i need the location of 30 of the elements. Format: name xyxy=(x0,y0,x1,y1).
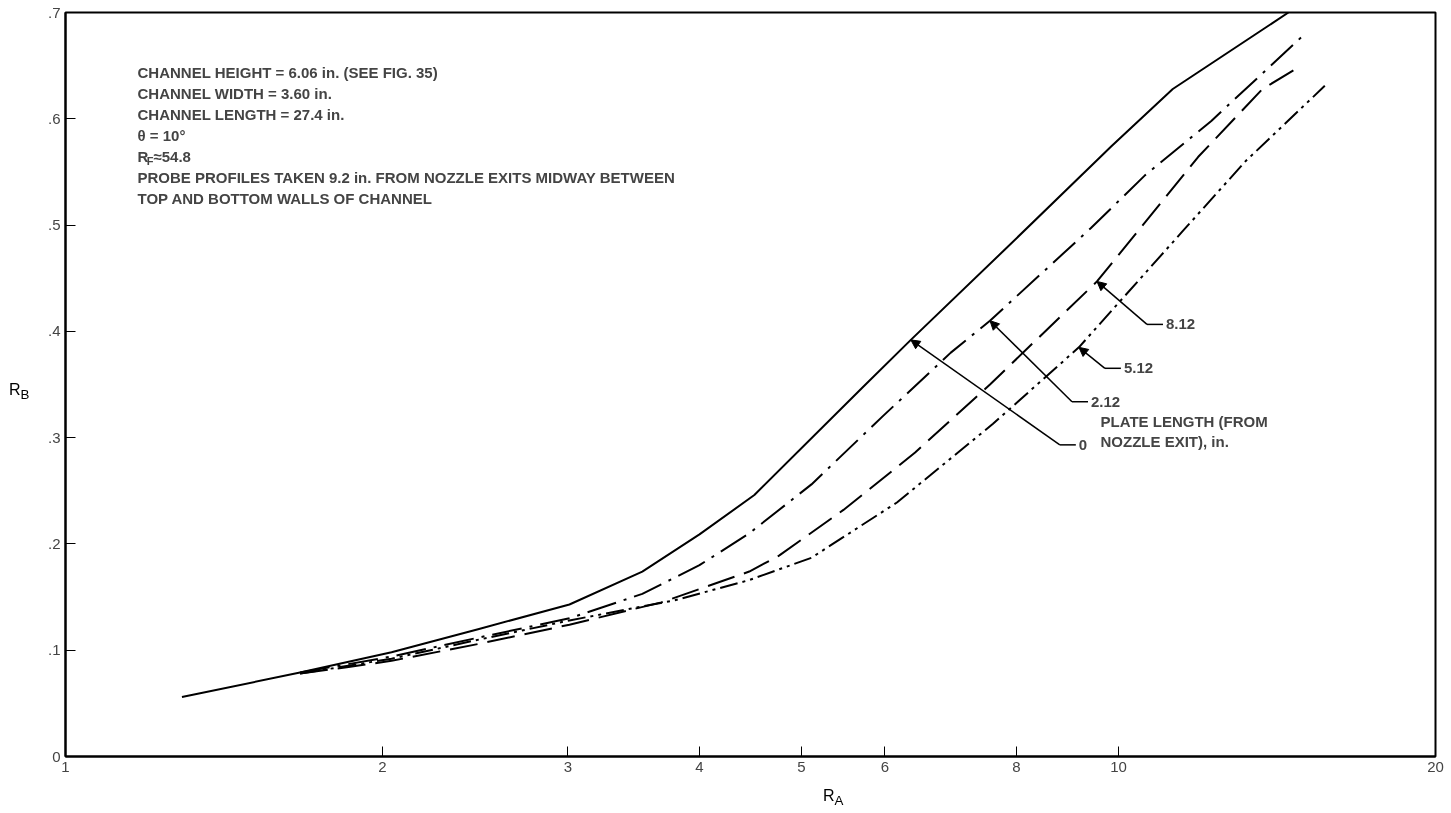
annotation: 0 xyxy=(1078,435,1088,453)
y-tick-label: .7 xyxy=(47,3,61,21)
x-axis-title: R$_{A}$ xyxy=(823,786,844,811)
y-tick-label: .4 xyxy=(47,322,61,340)
legend-title: PLATE LENGTH (FROM NOZZLE EXIT), in. xyxy=(1100,413,1268,451)
annotation: PROBE PROFILES TAKEN 9.2 in. FROM NOZZLE EXITS MIDWAY BETWEEN xyxy=(137,169,675,186)
x-tick-label: 8 xyxy=(1012,757,1021,775)
annotation: CHANNEL WIDTH = 3.60 in. xyxy=(137,85,332,102)
y-tick-label: .1 xyxy=(47,641,61,659)
x-tick-label: 1 xyxy=(61,757,70,775)
x-tick-label: 10 xyxy=(1110,757,1127,775)
annotation: CHANNEL HEIGHT = 6.06 in. (SEE FIG. 35) xyxy=(137,64,438,81)
annotation: 8.12 xyxy=(1165,315,1196,333)
x-tick-label: 20 xyxy=(1427,757,1444,775)
y-tick-label: .2 xyxy=(47,534,61,552)
x-tick-label: 5 xyxy=(797,757,806,775)
y-tick-label: .3 xyxy=(47,428,61,446)
annotation: 2.12 xyxy=(1090,392,1121,410)
x-tick-label: 2 xyxy=(378,757,387,775)
x-tick-label: 6 xyxy=(880,757,890,775)
annotation: 5.12 xyxy=(1123,359,1154,377)
annotation: TOP AND BOTTOM WALLS OF CHANNEL xyxy=(137,190,432,207)
x-tick-label: 3 xyxy=(563,757,573,775)
x-tick-label: 4 xyxy=(695,757,704,775)
y-tick-label: .6 xyxy=(47,109,61,127)
annotation: θ = 10° xyxy=(137,127,186,144)
annotation: CHANNEL LENGTH = 27.4 in. xyxy=(137,106,345,123)
y-tick-label: 0 xyxy=(52,747,61,765)
y-axis-title: R$_{B}$ xyxy=(9,380,30,405)
y-tick-label: .5 xyxy=(47,216,61,234)
